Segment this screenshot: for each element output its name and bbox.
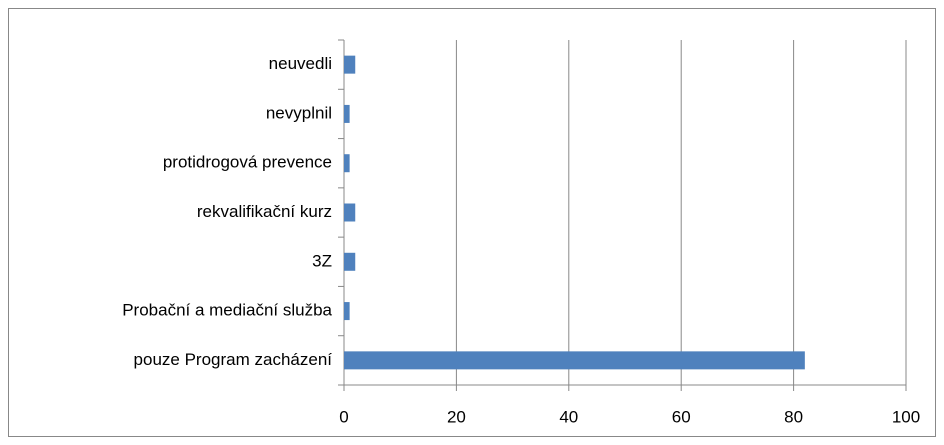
y-tick-label: rekvalifikační kurz bbox=[197, 202, 332, 221]
bar bbox=[344, 154, 350, 173]
x-tick-label: 100 bbox=[892, 407, 920, 426]
x-tick-label: 80 bbox=[784, 407, 803, 426]
bar bbox=[344, 104, 350, 123]
x-tick-label: 40 bbox=[559, 407, 578, 426]
bar bbox=[344, 203, 356, 222]
x-tick-label: 60 bbox=[672, 407, 691, 426]
y-tick-label: nevyplnil bbox=[266, 103, 332, 122]
y-tick-label: 3Z bbox=[312, 251, 332, 270]
bar bbox=[344, 302, 350, 321]
y-tick-label: neuvedli bbox=[269, 54, 332, 73]
y-tick-label: Probační a mediační služba bbox=[122, 301, 332, 320]
y-tick-label: pouze Program zacházení bbox=[134, 350, 333, 369]
x-tick-label: 0 bbox=[339, 407, 348, 426]
y-tick-label: protidrogová prevence bbox=[163, 153, 332, 172]
chart-border bbox=[8, 8, 936, 437]
x-tick-label: 20 bbox=[447, 407, 466, 426]
bar bbox=[344, 55, 356, 74]
bar bbox=[344, 351, 805, 370]
bar bbox=[344, 252, 356, 271]
